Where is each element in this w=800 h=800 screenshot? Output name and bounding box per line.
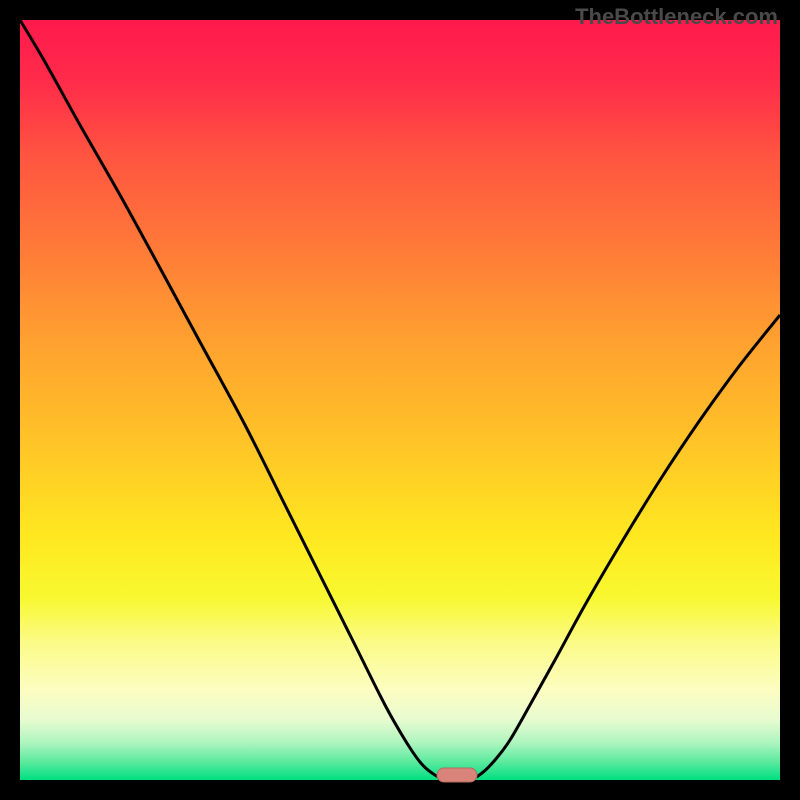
curve-layer	[0, 0, 800, 800]
minimum-marker	[437, 768, 477, 782]
watermark-text: TheBottleneck.com	[575, 4, 778, 30]
bottleneck-curve	[20, 20, 780, 780]
chart-container: TheBottleneck.com	[0, 0, 800, 800]
